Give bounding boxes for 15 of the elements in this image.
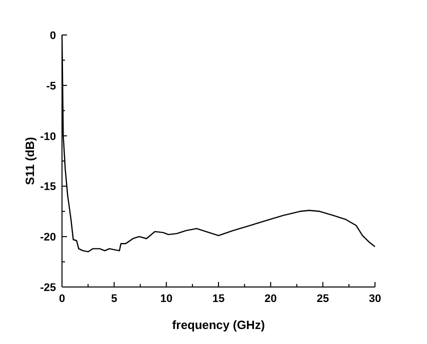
y-tick-label: 0	[50, 30, 56, 42]
y-tick-label: -5	[46, 80, 56, 92]
x-tick-label: 30	[368, 293, 382, 305]
x-tick-label: 5	[111, 293, 118, 305]
y-tick-label: -20	[40, 232, 56, 244]
y-tick-label: -15	[40, 181, 56, 194]
x-tick-label: 15	[212, 293, 225, 305]
y-tick-label: -25	[40, 282, 56, 294]
y-axis-title: S11 (dB)	[23, 136, 37, 186]
y-tick-label: -10	[40, 130, 56, 143]
x-tick-label: 10	[160, 293, 172, 305]
x-axis-title: frequency (GHz)	[172, 318, 265, 332]
x-tick-label: 25	[316, 293, 329, 305]
x-tick-label: 0	[58, 293, 66, 305]
x-tick-label: 20	[264, 293, 277, 305]
